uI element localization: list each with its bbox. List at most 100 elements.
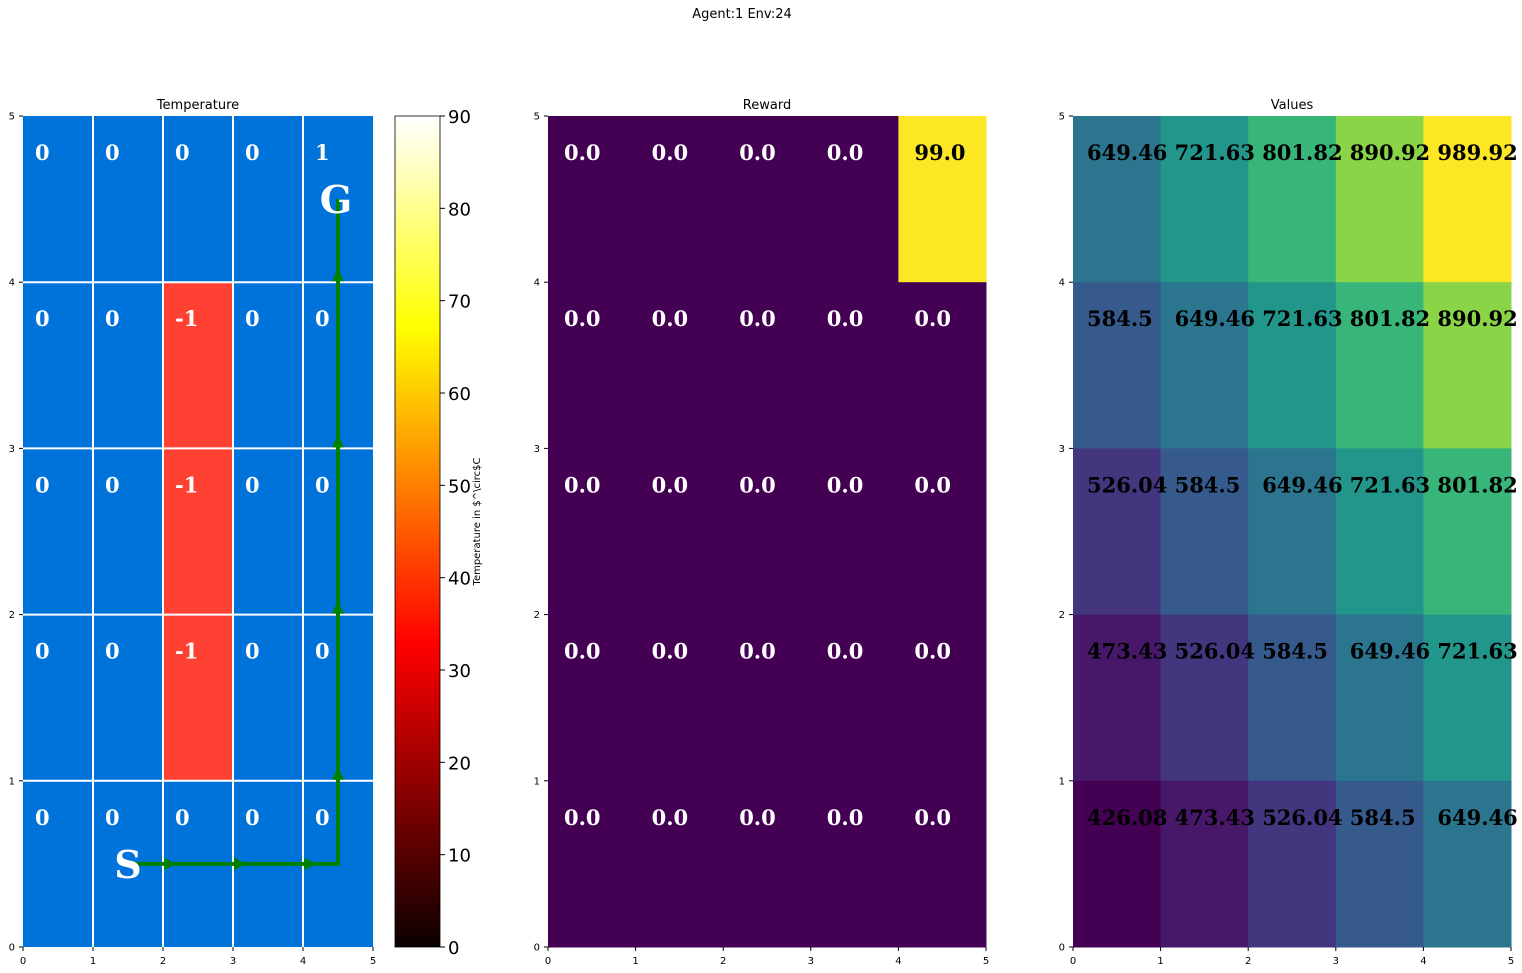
temperature-cell-label: 0 [245, 472, 260, 497]
reward-cell [635, 116, 724, 283]
temperature-panel: 0 0 0 0 10 0 -1 0 00 0 -1 0 00 0 -1 0 00 0 0 0 0SGTemperatur… [9, 98, 377, 967]
reward-cell-label: 0.0 [564, 805, 601, 830]
reward-title: Reward [743, 98, 791, 113]
values-cell-label: 721.63 [1262, 306, 1342, 331]
values-cell-label: 649.46 [1262, 472, 1342, 497]
values-cell [1335, 282, 1424, 449]
temperature-cell [233, 614, 303, 781]
reward-cell-label: 0.0 [564, 472, 601, 497]
temperature-cell [93, 282, 163, 449]
temperature-cell-label: 0 [105, 306, 120, 331]
values-ytick-label: 4 [1059, 278, 1065, 289]
temperature-cell-label: 0 [315, 639, 330, 664]
path-arrow-icon [332, 600, 344, 614]
path-arrow-icon [164, 857, 177, 870]
reward-cell-label: 0.0 [652, 639, 689, 664]
values-cell-label: 473.43 [1175, 805, 1255, 830]
temperature-ytick-label: 1 [9, 776, 15, 787]
temperature-cell-label: 0 [105, 639, 120, 664]
temperature-cell [23, 448, 93, 615]
temperature-xtick-label: 5 [370, 956, 376, 967]
values-cell-label: 801.82 [1437, 472, 1517, 497]
reward-ytick-label: 1 [534, 776, 540, 787]
colorbar-label: Temperature in $^\circ$C [472, 458, 483, 587]
values-cell-label: 801.82 [1350, 306, 1430, 331]
values-cell-label: 584.5 [1350, 805, 1416, 830]
temperature-cell-label: 1 [315, 140, 330, 165]
values-cell [1073, 282, 1162, 449]
values-cell [1423, 282, 1512, 449]
values-cell [1248, 614, 1337, 782]
temperature-cell-label: 0 [315, 472, 330, 497]
reward-cell-label: 0.0 [827, 639, 864, 664]
values-cell-label: 426.08 [1087, 805, 1167, 830]
temperature-ytick-label: 2 [9, 610, 15, 621]
reward-cell-label: 0.0 [827, 472, 864, 497]
colorbar-tick-label: 90 [448, 107, 471, 128]
temperature-cell-label: 0 [175, 140, 190, 165]
path-arrow-icon [234, 857, 247, 870]
values-cell-label: 473.43 [1087, 639, 1167, 664]
figure-title: Agent:1 Env:24 [692, 7, 792, 22]
values-cell-label: 801.82 [1262, 140, 1342, 165]
temperature-cell-label: 0 [315, 306, 330, 331]
reward-cell [810, 780, 899, 948]
values-cell [1423, 116, 1512, 283]
temperature-xtick-label: 3 [230, 956, 236, 967]
values-xtick-label: 5 [1508, 956, 1514, 967]
temperature-cell [233, 116, 303, 283]
temperature-cell-label: -1 [175, 639, 198, 664]
reward-cell [548, 116, 637, 283]
temperature-ytick-label: 5 [9, 112, 15, 123]
temperature-cell [233, 282, 303, 449]
values-cell [1335, 614, 1424, 782]
values-cell [1335, 116, 1424, 283]
reward-cell [898, 780, 987, 948]
reward-cell [548, 282, 637, 449]
reward-ytick-label: 5 [534, 112, 540, 123]
values-cell-label: 584.5 [1175, 472, 1241, 497]
reward-cell-label: 0.0 [739, 472, 776, 497]
temperature-title: Temperature [156, 98, 239, 113]
colorbar-tick-label: 20 [448, 753, 471, 774]
reward-cell [810, 282, 899, 449]
temperature-cell [163, 448, 233, 615]
temperature-ytick-label: 4 [9, 278, 15, 289]
temperature-colorbar: 0 10 20 30 40 50 60 70 80 90 Temperature in $^\cir… [394, 107, 483, 959]
temperature-ytick-label: 3 [9, 444, 15, 455]
temperature-cell-label: 0 [245, 306, 260, 331]
temperature-cell-label: 0 [245, 140, 260, 165]
path-arrow-icon [332, 766, 344, 780]
temperature-cell-label: 0 [35, 306, 50, 331]
temperature-cell-label: 0 [35, 472, 50, 497]
reward-cell [723, 614, 812, 782]
temperature-cell [93, 448, 163, 615]
temperature-ytick-label: 0 [9, 943, 15, 954]
reward-cell-label: 99.0 [914, 140, 965, 165]
reward-cell [810, 116, 899, 283]
values-cell [1423, 448, 1512, 616]
reward-xtick-label: 0 [545, 956, 551, 967]
reward-ytick-label: 2 [534, 610, 540, 621]
values-cell [1160, 282, 1249, 449]
values-cell-label: 526.04 [1262, 805, 1342, 830]
temperature-cell [23, 614, 93, 781]
values-cell [1160, 448, 1249, 616]
reward-cell-label: 0.0 [914, 639, 951, 664]
temperature-cell-label: 0 [105, 805, 120, 830]
colorbar-tick-label: 40 [448, 569, 471, 590]
colorbar-tick-label: 50 [448, 476, 471, 497]
reward-cell-label: 0.0 [739, 639, 776, 664]
reward-cell [548, 448, 637, 616]
temperature-cell-label: -1 [175, 306, 198, 331]
temperature-cell-label: 0 [35, 639, 50, 664]
reward-cell-label: 0.0 [827, 306, 864, 331]
path-arrow-icon [304, 857, 317, 870]
values-xtick-label: 1 [1157, 956, 1163, 967]
reward-xtick-label: 4 [895, 956, 901, 967]
values-ytick-label: 0 [1059, 943, 1065, 954]
values-cell-label: 890.92 [1350, 140, 1430, 165]
values-xtick-label: 2 [1245, 956, 1251, 967]
reward-ytick-label: 3 [534, 444, 540, 455]
values-xtick-label: 0 [1070, 956, 1076, 967]
